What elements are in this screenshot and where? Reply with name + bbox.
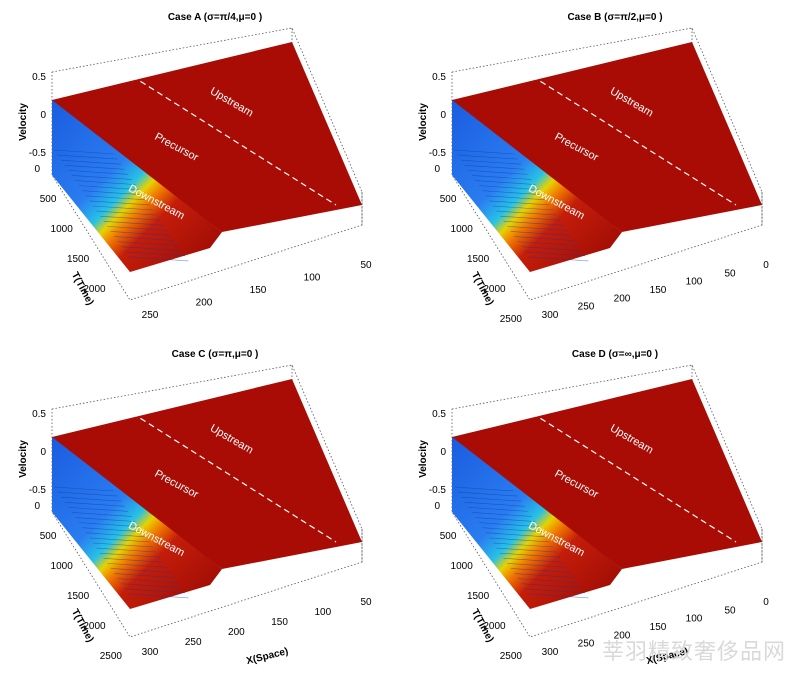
z-tick-label: 0.5	[32, 409, 46, 420]
x-tick-label: 150	[650, 285, 667, 296]
x-tick-label: 200	[228, 627, 245, 638]
z-tick-label: 0	[440, 110, 446, 121]
t-tick-label: 2500	[100, 651, 123, 662]
z-axis-label: Velocity	[418, 103, 429, 141]
t-tick-label: 0	[34, 164, 40, 175]
x-tick-label: 200	[614, 293, 631, 304]
z-tick-label: 0	[40, 110, 46, 121]
x-tick-label: 150	[271, 617, 288, 628]
z-axis-label: Velocity	[418, 440, 429, 478]
x-tick-label: 300	[542, 647, 559, 658]
panel-title: Case B (σ=π/2,μ=0 )	[567, 12, 662, 23]
chart-svg-case-d: Case D (σ=∞,μ=0 )UpstreamPrecursorDownst…	[418, 349, 769, 667]
x-tick-label: 100	[314, 607, 331, 618]
t-tick-label: 2000	[83, 621, 106, 632]
upstream-surface	[52, 379, 362, 569]
t-tick-label: 500	[40, 194, 57, 205]
x-tick-label: 0	[763, 260, 769, 271]
panel-case-b: Case B (σ=π/2,μ=0 ) Upstream Precursor Down…	[400, 0, 800, 337]
x-tick-label: 50	[724, 268, 736, 279]
x-tick-label: 250	[578, 302, 595, 313]
t-tick-label: 500	[440, 531, 457, 542]
t-tick-label: 2000	[483, 621, 506, 632]
t-tick-label: 500	[440, 194, 457, 205]
x-tick-label: 50	[724, 605, 736, 616]
t-tick-label: 2500	[500, 651, 523, 662]
x-tick-label: 100	[686, 277, 703, 288]
t-tick-label: 2000	[83, 284, 106, 295]
t-tick-label: 1000	[51, 561, 74, 572]
upstream-surface	[52, 42, 362, 232]
x-axis-label: X(Space)	[245, 646, 289, 667]
t-tick-label: 1000	[51, 224, 74, 235]
front-trace-line	[531, 75, 737, 206]
surface-texture	[453, 486, 589, 599]
panel-case-d: Case D (σ=∞,μ=0 ) Upstream Precursor Downst…	[400, 337, 800, 674]
downstream-surface	[52, 437, 222, 609]
x-tick-label: 150	[650, 622, 667, 633]
x-tick-label: 250	[578, 639, 595, 650]
t-tick-label: 1500	[467, 591, 490, 602]
t-tick-label: 1500	[467, 254, 490, 265]
t-tick-label: 0	[434, 164, 440, 175]
panel-title: Case C (σ=π,μ=0 )	[172, 349, 259, 360]
chart-svg-case-b: Case B (σ=π/2,μ=0 )UpstreamPrecursorDown…	[418, 12, 769, 325]
z-tick-label: -0.5	[29, 148, 47, 159]
z-tick-label: -0.5	[29, 485, 47, 496]
chart-svg-case-a: Case A (σ=π/4,μ=0 )UpstreamPrecursorDown…	[18, 12, 372, 321]
panel-case-c: Case C (σ=π,μ=0 ) Upstream Precursor Downst…	[0, 337, 400, 674]
surface-texture	[53, 149, 189, 262]
x-tick-label: 50	[360, 597, 372, 608]
front-trace-line	[131, 412, 337, 543]
x-tick-label: 250	[185, 637, 202, 648]
z-tick-label: 0	[40, 447, 46, 458]
z-tick-label: -0.5	[429, 148, 447, 159]
z-tick-label: 0.5	[432, 409, 446, 420]
downstream-surface	[452, 437, 622, 609]
x-tick-label: 50	[360, 260, 372, 271]
x-tick-label: 0	[763, 597, 769, 608]
watermark-text: 莘羽精致奢侈品网	[601, 640, 786, 665]
t-tick-label: 0	[434, 501, 440, 512]
downstream-surface	[452, 100, 622, 272]
downstream-surface	[52, 100, 222, 272]
panel-case-a: Case A (σ=π/4,μ=0 ) Upstream Precursor Down…	[0, 0, 400, 337]
x-tick-label: 300	[542, 310, 559, 321]
panel-title: Case D (σ=∞,μ=0 )	[572, 349, 658, 360]
t-tick-label: 0	[34, 501, 40, 512]
z-tick-label: 0.5	[32, 72, 46, 83]
x-tick-label: 250	[142, 310, 159, 321]
x-tick-label: 200	[614, 630, 631, 641]
t-tick-label: 1000	[451, 561, 474, 572]
t-tick-label: 2000	[483, 284, 506, 295]
z-axis-label: Velocity	[18, 440, 29, 478]
surface-texture	[53, 486, 189, 599]
t-tick-label: 1500	[67, 591, 90, 602]
x-tick-label: 100	[304, 273, 321, 284]
z-tick-label: 0.5	[432, 72, 446, 83]
t-tick-label: 500	[40, 531, 57, 542]
surface-texture	[453, 149, 589, 262]
t-tick-label: 1500	[67, 254, 90, 265]
t-tick-label: 1000	[451, 224, 474, 235]
upstream-surface	[452, 379, 762, 569]
z-axis-label: Velocity	[18, 103, 29, 141]
t-tick-label: 2500	[500, 314, 523, 325]
z-tick-label: 0	[440, 447, 446, 458]
x-tick-label: 200	[196, 298, 213, 309]
x-tick-label: 300	[142, 647, 159, 658]
x-tick-label: 100	[686, 614, 703, 625]
front-trace-line	[531, 412, 737, 543]
upstream-surface	[452, 42, 762, 232]
z-tick-label: -0.5	[429, 485, 447, 496]
front-trace-line	[131, 75, 337, 206]
panel-title: Case A (σ=π/4,μ=0 )	[168, 12, 262, 23]
chart-svg-case-c: Case C (σ=π,μ=0 )UpstreamPrecursorDownst…	[18, 349, 372, 667]
x-tick-label: 150	[250, 285, 267, 296]
